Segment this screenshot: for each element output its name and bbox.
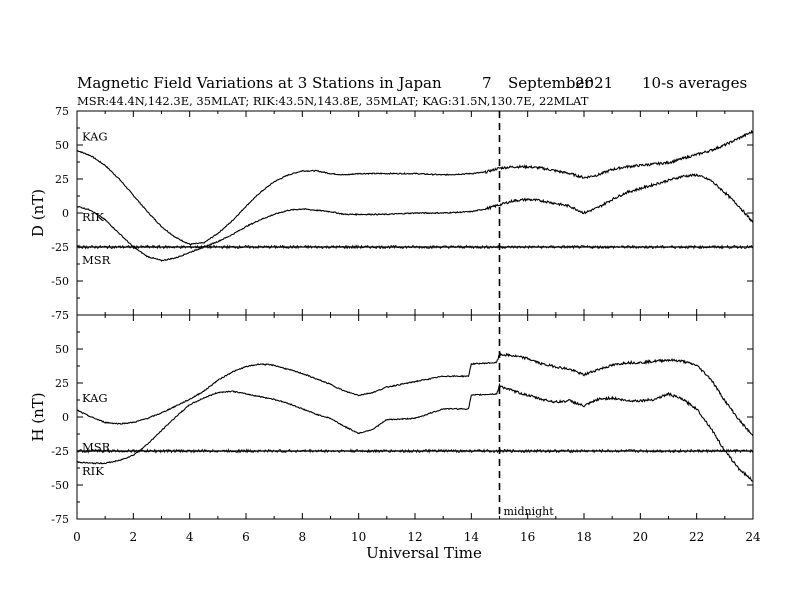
series-line-rik bbox=[76, 382, 753, 482]
h-panel-frame bbox=[76, 314, 754, 520]
x-tick-label: 10 bbox=[351, 530, 366, 544]
x-tick-label: 8 bbox=[299, 530, 307, 544]
x-axis-label: Universal Time bbox=[366, 544, 482, 562]
x-tick-label: 24 bbox=[745, 530, 761, 544]
d-y-axis-label: D (nT) bbox=[29, 189, 47, 237]
y-tick-label: -75 bbox=[51, 513, 69, 526]
chart-day: 7 bbox=[482, 74, 492, 92]
y-tick-label: -50 bbox=[51, 479, 69, 492]
y-tick-label: 0 bbox=[62, 207, 69, 220]
chart-stations-line: MSR:44.4N,142.3E, 35MLAT; RIK:43.5N,143.… bbox=[77, 94, 589, 108]
series-line-msr bbox=[76, 447, 754, 454]
x-tick-label: 0 bbox=[73, 530, 81, 544]
y-tick-label: 0 bbox=[62, 411, 69, 424]
chart-title: Magnetic Field Variations at 3 Stations … bbox=[77, 74, 442, 92]
series-label-msr: MSR bbox=[82, 253, 111, 267]
h-series: KAG RIK MSR bbox=[76, 351, 754, 482]
y-tick-label: -25 bbox=[51, 445, 69, 458]
x-tick-label: 18 bbox=[576, 530, 591, 544]
y-tick-label: -75 bbox=[51, 309, 69, 322]
d-component-panel: 75 50 25 0 -25 -50 -75 KAG RIK MSR D (nT) bbox=[29, 105, 754, 322]
chart-averaging: 10-s averages bbox=[642, 74, 747, 92]
x-tick-label: 20 bbox=[633, 530, 648, 544]
y-tick-label: 75 bbox=[55, 105, 69, 118]
x-tick-label: 2 bbox=[130, 530, 138, 544]
chart-header: Magnetic Field Variations at 3 Stations … bbox=[77, 74, 747, 108]
series-label-kag: KAG bbox=[82, 391, 108, 405]
d-y-ticks: 75 50 25 0 -25 -50 -75 bbox=[51, 105, 754, 322]
y-tick-label: -50 bbox=[51, 275, 69, 288]
midnight-label: midnight bbox=[504, 505, 555, 518]
y-tick-label: 25 bbox=[55, 377, 69, 390]
x-tick-label: 12 bbox=[407, 530, 422, 544]
h-y-ticks: 50 25 0 -25 -50 -75 bbox=[51, 314, 754, 526]
x-tick-label: 16 bbox=[520, 530, 535, 544]
y-tick-label: 50 bbox=[55, 343, 69, 356]
x-ticks: 0 2 4 6 8 10 12 14 16 18 20 22 24 bbox=[73, 530, 761, 544]
chart-month: September bbox=[508, 74, 592, 92]
series-label-msr: MSR bbox=[82, 440, 111, 454]
x-tick-label: 6 bbox=[242, 530, 250, 544]
series-line-msr bbox=[76, 244, 754, 250]
series-label-kag: KAG bbox=[82, 129, 108, 143]
x-tick-label: 4 bbox=[186, 530, 194, 544]
y-tick-label: -25 bbox=[51, 241, 69, 254]
y-tick-label: 25 bbox=[55, 173, 69, 186]
midnight-marker: midnight bbox=[498, 111, 555, 519]
series-label-rik: RIK bbox=[82, 210, 104, 224]
series-label-rik: RIK bbox=[82, 464, 104, 478]
h-y-axis-label: H (nT) bbox=[29, 392, 47, 441]
x-tick-label: 22 bbox=[689, 530, 704, 544]
x-tick-label: 14 bbox=[464, 530, 480, 544]
series-line-rik bbox=[76, 173, 754, 262]
d-series: KAG RIK MSR bbox=[76, 129, 754, 267]
chart-year: 2021 bbox=[575, 74, 613, 92]
y-tick-label: 50 bbox=[55, 139, 69, 152]
series-line-kag bbox=[76, 351, 754, 437]
series-line-kag bbox=[76, 129, 754, 246]
